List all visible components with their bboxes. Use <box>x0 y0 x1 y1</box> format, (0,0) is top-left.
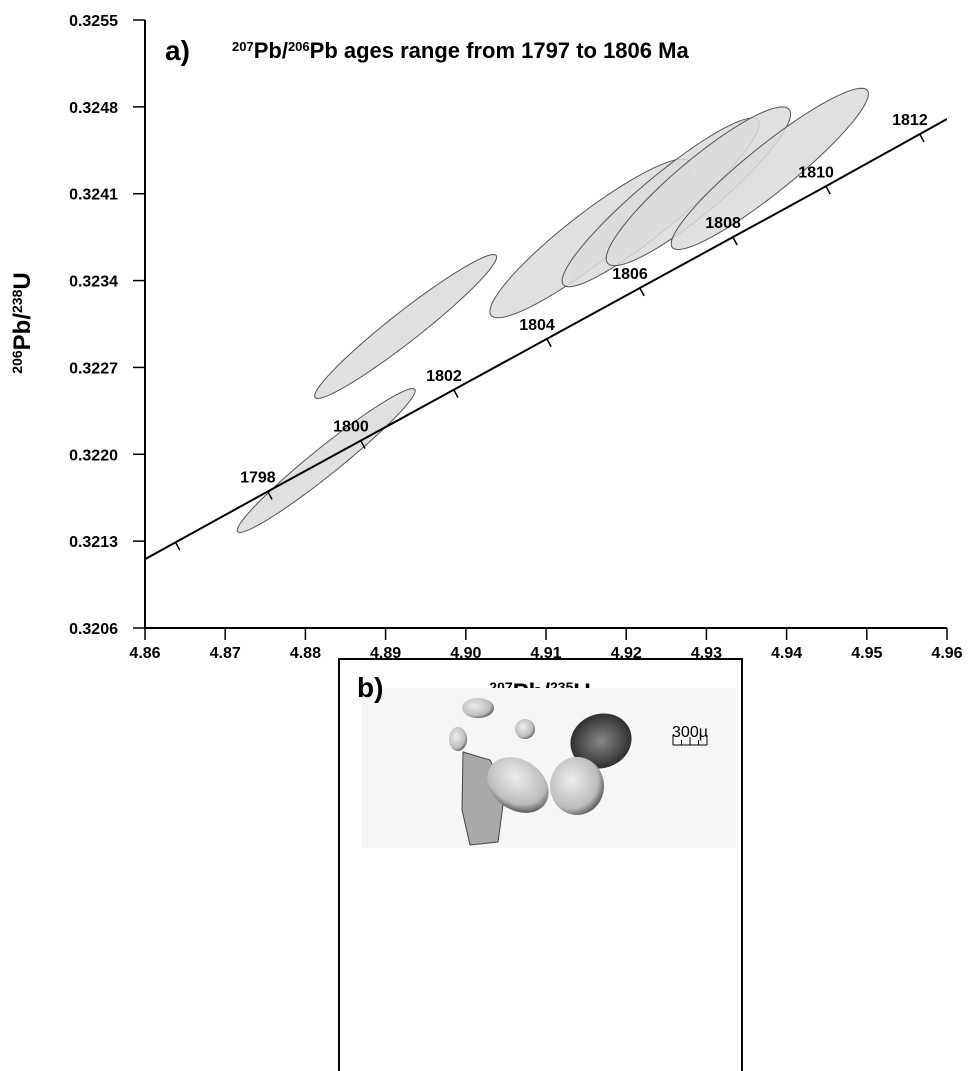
text-part: Pb/ <box>254 38 288 63</box>
panel-b: b) 300µ <box>338 658 743 1071</box>
x-tick-label: 4.90 <box>450 645 481 662</box>
superscript: 207 <box>232 39 254 54</box>
grain <box>487 757 549 813</box>
age-tick <box>639 287 645 297</box>
concordia-extension <box>145 541 176 561</box>
age-label: 1812 <box>892 112 928 129</box>
y-tick-label: 0.3234 <box>69 274 118 291</box>
superscript: 206 <box>288 39 310 54</box>
age-tick <box>453 389 459 399</box>
age-tick <box>732 236 738 246</box>
x-tick-label: 4.86 <box>129 645 160 662</box>
chart-title: 207Pb/206Pb ages range from 1797 to 1806… <box>232 38 689 63</box>
y-tick-label: 0.3206 <box>69 621 118 638</box>
y-tick-label: 0.3255 <box>69 13 118 30</box>
panel-label: b) <box>357 672 383 703</box>
y-tick-label: 0.3213 <box>69 534 118 551</box>
x-tick-label: 4.92 <box>611 645 642 662</box>
age-label: 1802 <box>426 368 462 385</box>
x-tick-label: 4.91 <box>530 645 561 662</box>
text-part: U <box>9 272 36 289</box>
y-tick-label: 0.3220 <box>69 447 118 464</box>
x-tick-label: 4.89 <box>370 645 401 662</box>
age-label: 1810 <box>798 164 834 181</box>
grain <box>570 713 632 769</box>
age-label: 1798 <box>240 470 276 487</box>
scale-bar <box>672 735 708 746</box>
age-tick <box>546 338 552 348</box>
x-tick-label: 4.96 <box>931 645 962 662</box>
age-tick <box>174 542 181 551</box>
scale-bar-label: 300µ <box>672 724 708 741</box>
x-tick-label: 4.93 <box>691 645 722 662</box>
grain <box>515 719 535 739</box>
age-tick <box>919 133 925 143</box>
y-tick-label: 0.3241 <box>69 187 118 204</box>
age-tick <box>360 440 366 449</box>
age-tick <box>825 185 831 195</box>
grain <box>462 698 494 718</box>
age-label: 1800 <box>333 419 369 436</box>
superscript: 206 <box>9 350 25 374</box>
error-ellipse <box>314 254 498 399</box>
age-label: 1808 <box>705 215 741 232</box>
panel-frame <box>338 658 743 1071</box>
age-tick <box>267 491 273 500</box>
x-tick-label: 4.94 <box>771 645 802 662</box>
panel-label: a) <box>165 35 190 66</box>
y-tick-label: 0.3227 <box>69 360 118 377</box>
concordia-curve <box>174 133 921 544</box>
error-ellipse <box>670 87 869 251</box>
age-label: 1804 <box>519 317 555 334</box>
text-part: Pb/ <box>9 313 36 351</box>
x-tick-label: 4.88 <box>290 645 321 662</box>
data-layer <box>145 87 947 561</box>
grain <box>449 727 467 751</box>
age-label: 1806 <box>612 266 648 283</box>
plot-area: 0.3206 0.3213 0.3220 0.3227 0.3234 0.3241 0.32… <box>69 13 963 662</box>
x-tick-label: 4.95 <box>851 645 882 662</box>
grain <box>550 757 604 815</box>
y-tick-label: 0.3248 <box>69 100 118 117</box>
photo-background <box>362 688 736 848</box>
text-part: Pb ages range from 1797 to 1806 Ma <box>310 38 690 63</box>
x-tick-label: 4.87 <box>210 645 241 662</box>
concordia-extension <box>919 118 947 136</box>
y-axis-label: 206Pb/238U <box>9 272 36 373</box>
superscript: 238 <box>9 289 25 313</box>
